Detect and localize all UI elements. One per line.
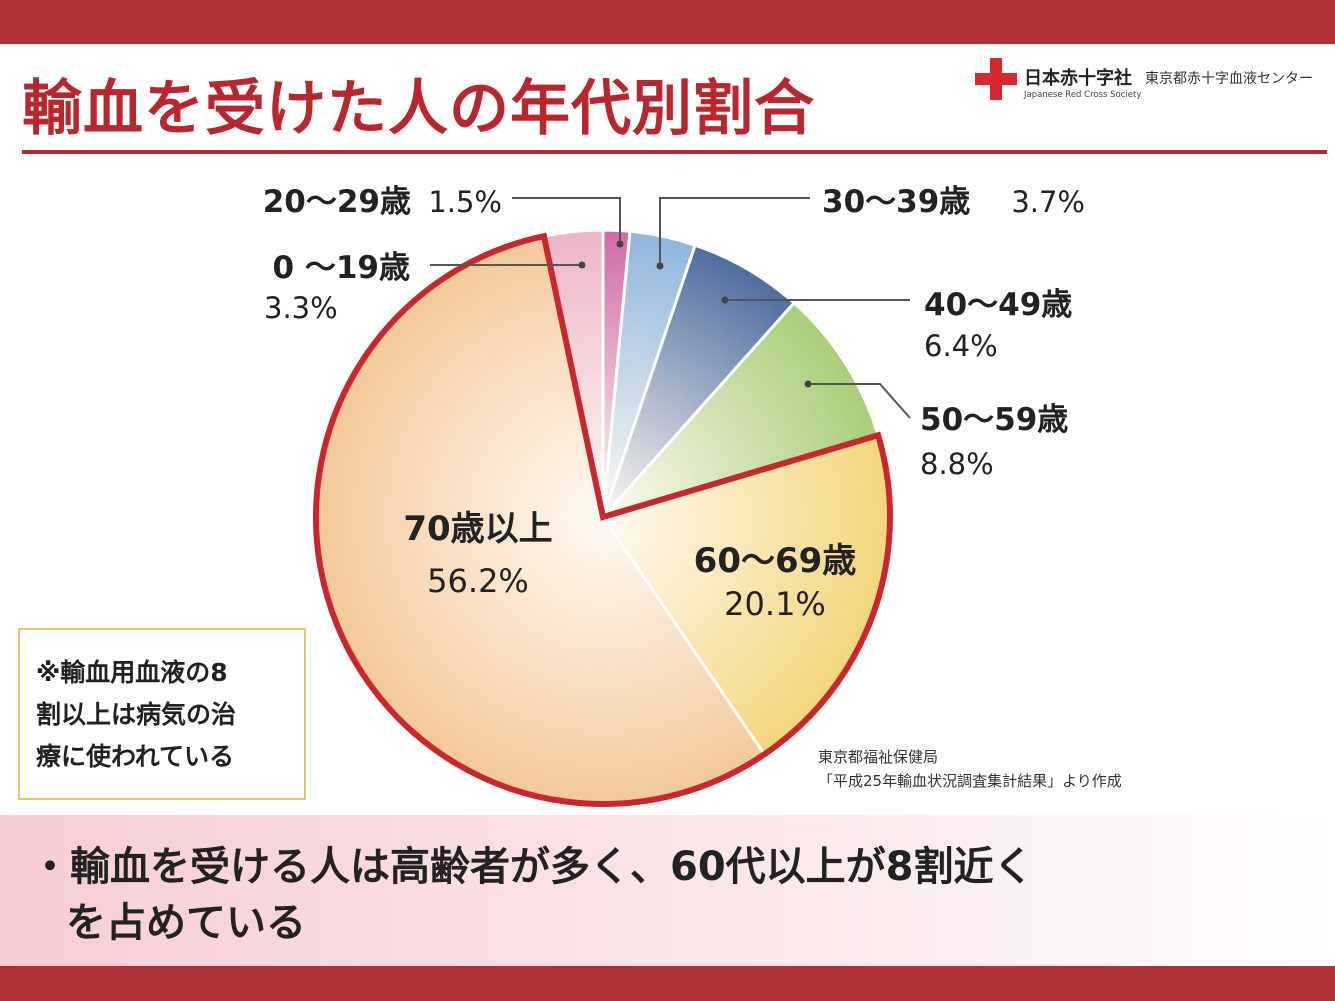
slice-label-6069: 60〜69歳	[694, 541, 857, 581]
top-banner	[0, 0, 1335, 44]
note-line: 療に使われている	[36, 742, 235, 771]
note-line: 割以上は病気の治	[36, 700, 237, 729]
source-citation: 東京都福祉保健局 「平成25年輸血状況調査集計結果」より作成	[818, 745, 1122, 793]
logo-org-name: 日本赤十字社	[1024, 68, 1132, 89]
slice-value-3039: 3.7%	[1011, 185, 1085, 219]
leader-lines	[430, 197, 911, 419]
slice-value-70: 56.2%	[427, 562, 529, 600]
slice-labels: 20〜29歳 1.5% 30〜39歳 3.7% 40〜49歳 6.4% 50〜59歳 8.8%…	[263, 184, 1085, 623]
logo-org-name-en: Japanese Red Cross Society	[1024, 90, 1142, 100]
note-line: ※輸血用血液の8	[36, 658, 228, 687]
note-box: ※輸血用血液の8 割以上は病気の治 療に使われている	[18, 628, 306, 800]
slice-label-2029: 20〜29歳	[263, 184, 411, 220]
summary-line: ・輸血を受ける人は高齢者が多く、60代以上が8割近く	[30, 844, 1034, 890]
summary-text: ・輸血を受ける人は高齢者が多く、60代以上が8割近く を占めている	[30, 839, 1034, 951]
slice-value-2029: 1.5%	[428, 185, 502, 219]
logo-center-name: 東京都赤十字血液センター	[1145, 71, 1313, 87]
pie-slice-4049	[601, 243, 797, 518]
leader-dot-2029	[616, 240, 624, 248]
slice-label-70: 70歳以上	[403, 509, 552, 549]
source-line: 「平成25年輸血状況調査集計結果」より作成	[818, 772, 1122, 790]
leader-line-2029	[512, 197, 621, 244]
slice-value-6069: 20.1%	[724, 585, 826, 623]
slice-label-019: 0 〜19歳	[272, 250, 410, 286]
slice-label-4049: 40〜49歳	[924, 287, 1072, 323]
leader-dot-3039	[656, 262, 664, 270]
source-line: 東京都福祉保健局	[818, 748, 939, 766]
slice-value-5059: 8.8%	[920, 447, 994, 481]
pie-slice-5059	[598, 300, 880, 520]
bottom-banner	[0, 966, 1335, 1001]
leader-line-5059	[808, 383, 911, 419]
leader-dot-4049	[721, 296, 729, 304]
title-underline	[22, 150, 1327, 154]
slice-label-5059: 50〜59歳	[920, 402, 1068, 438]
page-title: 輸血を受けた人の年代別割合	[22, 74, 815, 144]
summary-line: を占めている	[66, 900, 306, 946]
slice-value-019: 3.3%	[264, 291, 338, 325]
pie-slices	[313, 228, 893, 807]
red-cross-logo: 日本赤十字社 Japanese Red Cross Society 東京都赤十字…	[975, 58, 1325, 108]
leader-dot-5059	[804, 380, 812, 388]
highlight-outline	[313, 232, 893, 807]
leader-dot-019	[578, 261, 586, 269]
summary-banner: ・輸血を受ける人は高齢者が多く、60代以上が8割近く を占めている	[0, 815, 1335, 966]
leader-line-3039	[659, 197, 810, 266]
slice-value-4049: 6.4%	[924, 329, 998, 363]
slice-label-3039: 30〜39歳	[822, 184, 970, 220]
